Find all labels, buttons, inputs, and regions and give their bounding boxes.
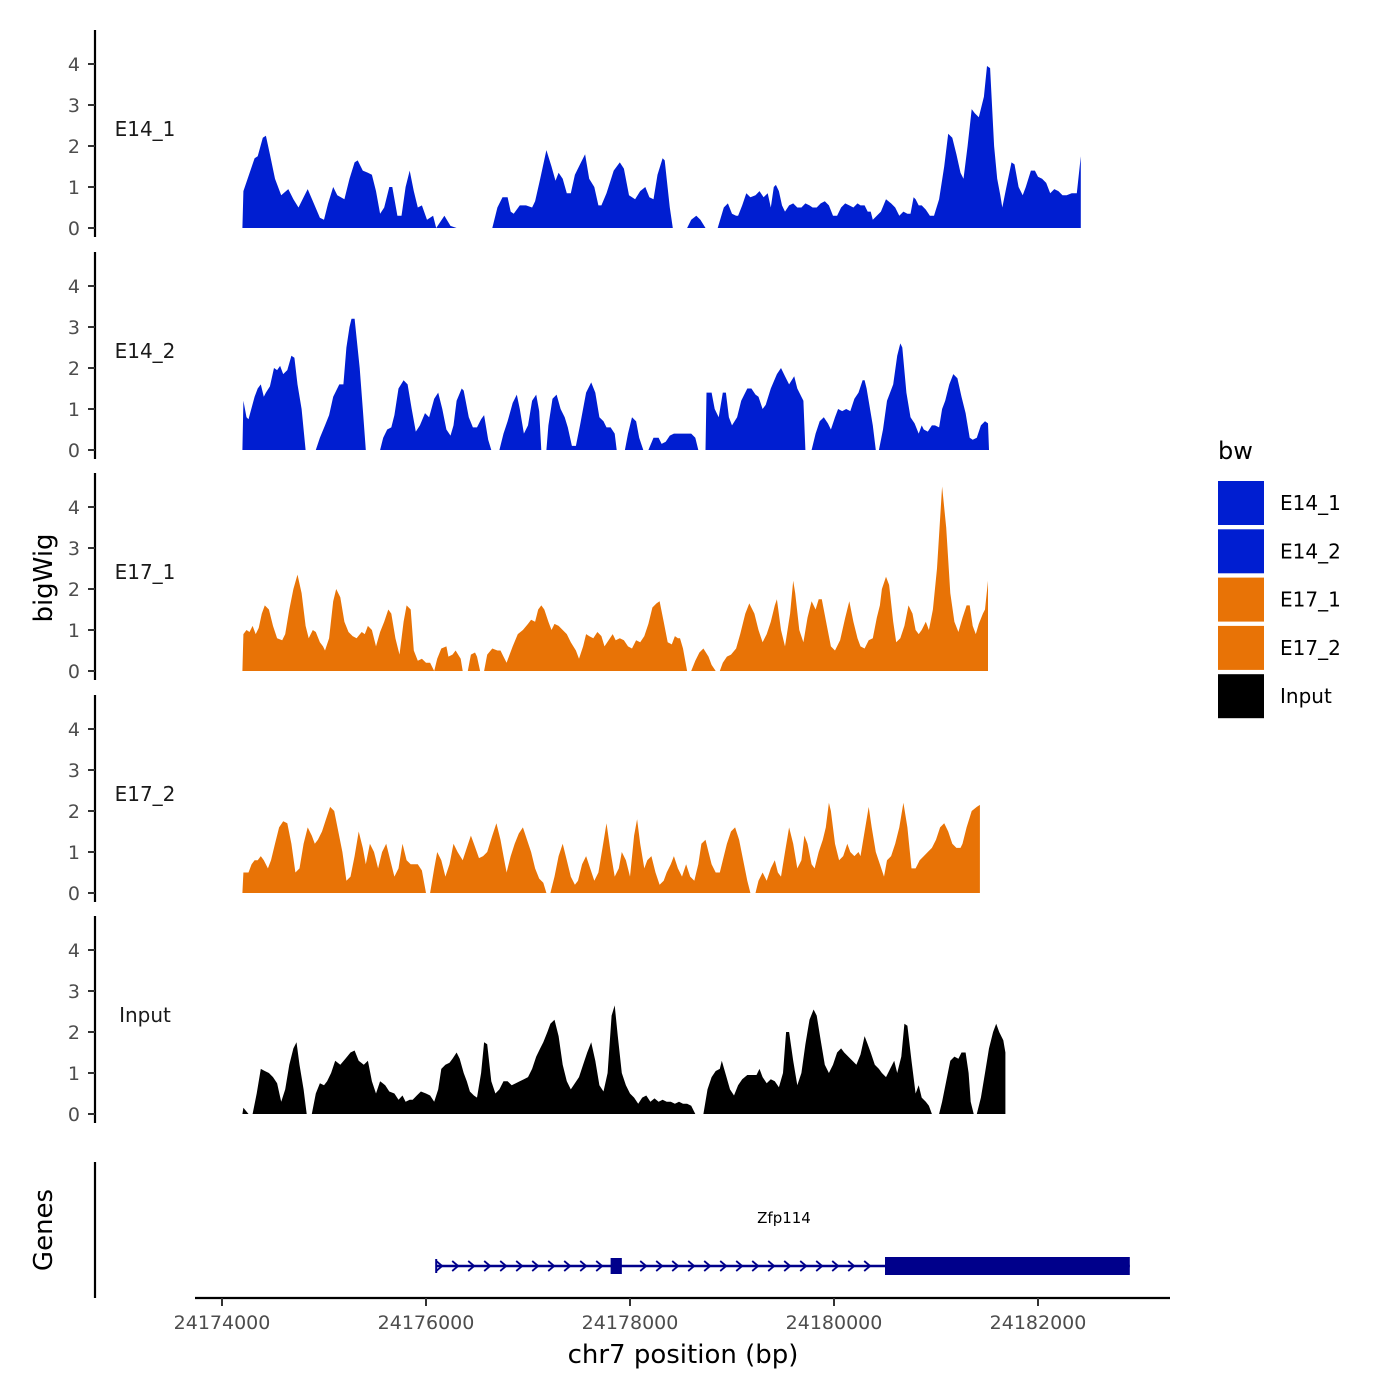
x-tick-label-24176000: 24176000 (378, 1312, 475, 1334)
strand-arrow (451, 1260, 460, 1272)
strand-arrow (735, 1260, 744, 1272)
track-E17_1: 0 1 2 3 4 E17_1 (68, 473, 988, 683)
y-tick-label-E17_2-4: 4 (68, 719, 80, 741)
strand-arrow (595, 1260, 604, 1272)
legend-label-Input: Input (1280, 684, 1332, 708)
y-tick-label-E14_1-3: 3 (68, 95, 80, 117)
y-tick-label-E17_1-3: 3 (68, 538, 80, 560)
legend-label-E14_2: E14_2 (1280, 539, 1341, 563)
legend-swatch-E14_2 (1218, 529, 1264, 574)
x-tick-label-24174000: 24174000 (174, 1312, 271, 1334)
strand-arrow (515, 1260, 524, 1272)
strand-arrow (483, 1260, 492, 1272)
strand-arrow (563, 1260, 572, 1272)
strand-arrow (799, 1260, 808, 1272)
y-tick-label-E17_1-4: 4 (68, 497, 80, 519)
y-tick-label-E14_2-2: 2 (68, 358, 80, 380)
track-label-E14_1: E14_1 (115, 117, 176, 141)
strand-arrow (655, 1260, 664, 1272)
strand-arrow (467, 1260, 476, 1272)
track-E17_2: 0 1 2 3 4 E17_2 (68, 695, 980, 905)
x-tick-label-24180000: 24180000 (786, 1312, 883, 1334)
x-axis: 24174000 24176000 24178000 24180000 24182000 (174, 1296, 1170, 1334)
track-E14_1: 0 1 2 3 4 E14_1 (68, 30, 1081, 240)
y-tick-label-E14_2-1: 1 (68, 399, 80, 421)
strand-arrow (579, 1260, 588, 1272)
legend-label-E14_1: E14_1 (1280, 491, 1341, 515)
legend-label-E17_1: E17_1 (1280, 588, 1341, 612)
legend-swatch-Input (1218, 674, 1264, 719)
y-tick-label-Input-4: 4 (68, 940, 80, 962)
legend: bw E14_1 E14_2 E17_1 E17_2 Input (1218, 437, 1341, 719)
y-tick-label-Input-0: 0 (68, 1104, 80, 1126)
y-tick-label-E14_1-2: 2 (68, 136, 80, 158)
y-tick-label-Input-1: 1 (68, 1063, 80, 1085)
y-tick-label-Input-3: 3 (68, 981, 80, 1003)
strand-arrow (815, 1260, 824, 1272)
strand-arrow (671, 1260, 680, 1272)
strand-arrow (719, 1260, 728, 1272)
genes-axis-label: Genes (29, 1189, 59, 1271)
area-E17_2 (242, 802, 980, 893)
strand-arrow (499, 1260, 508, 1272)
gene-panel: Genes Zfp114 (29, 1162, 1130, 1298)
track-Input: 0 1 2 3 4 Input (68, 916, 1006, 1126)
strand-arrow (783, 1260, 792, 1272)
strand-arrow (531, 1260, 540, 1272)
y-tick-label-E14_2-0: 0 (68, 440, 80, 462)
strand-arrow (847, 1260, 856, 1272)
y-tick-label-E17_2-1: 1 (68, 842, 80, 864)
strand-arrow (751, 1260, 760, 1272)
gene-exon-2 (885, 1257, 1130, 1275)
strand-arrow (831, 1260, 840, 1272)
y-tick-label-E14_1-4: 4 (68, 54, 80, 76)
track-label-E17_2: E17_2 (115, 782, 176, 806)
area-E14_2 (242, 318, 1081, 450)
y-tick-label-E14_2-4: 4 (68, 276, 80, 298)
area-E17_1 (242, 486, 988, 671)
y-tick-label-E17_1-2: 2 (68, 579, 80, 601)
x-axis-title: chr7 position (bp) (568, 1340, 799, 1370)
y-tick-label-E17_1-0: 0 (68, 661, 80, 683)
strand-arrow (547, 1260, 556, 1272)
gene-name-label: Zfp114 (757, 1209, 811, 1227)
legend-swatch-E17_2 (1218, 625, 1264, 670)
y-axis-title: bigWig (29, 533, 59, 622)
legend-swatch-E17_1 (1218, 577, 1264, 622)
strand-arrow (703, 1260, 712, 1272)
track-label-E14_2: E14_2 (115, 339, 176, 363)
y-tick-label-E17_1-1: 1 (68, 620, 80, 642)
track-label-Input: Input (119, 1003, 171, 1027)
legend-swatch-E14_1 (1218, 481, 1264, 525)
x-tick-label-24178000: 24178000 (582, 1312, 679, 1334)
strand-arrow (639, 1260, 648, 1272)
y-tick-label-E14_1-0: 0 (68, 218, 80, 240)
strand-arrow (435, 1260, 444, 1272)
gene-exon-1 (610, 1258, 622, 1274)
tracks-group: 0 1 2 3 4 E14_1 0 1 2 3 4 E14_2 0 1 2 3 4 E17_1 0 1 2 3 4 E17_2… (68, 30, 1081, 1126)
y-tick-label-E14_1-1: 1 (68, 177, 80, 199)
strand-arrow (863, 1260, 872, 1272)
y-tick-label-E17_2-3: 3 (68, 760, 80, 782)
track-E14_2: 0 1 2 3 4 E14_2 (68, 252, 1081, 462)
track-label-E17_1: E17_1 (115, 560, 176, 584)
strand-arrow (687, 1260, 696, 1272)
legend-label-E17_2: E17_2 (1280, 636, 1341, 660)
gene-model-zfp114 (435, 1257, 1130, 1275)
area-Input (242, 1005, 1006, 1114)
y-tick-label-E17_2-2: 2 (68, 801, 80, 823)
strand-arrow (767, 1260, 776, 1272)
y-tick-label-Input-2: 2 (68, 1022, 80, 1044)
legend-title: bw (1218, 437, 1253, 465)
y-tick-label-E14_2-3: 3 (68, 317, 80, 339)
x-tick-label-24182000: 24182000 (990, 1312, 1087, 1334)
area-E14_1 (242, 66, 1081, 228)
y-tick-label-E17_2-0: 0 (68, 883, 80, 905)
